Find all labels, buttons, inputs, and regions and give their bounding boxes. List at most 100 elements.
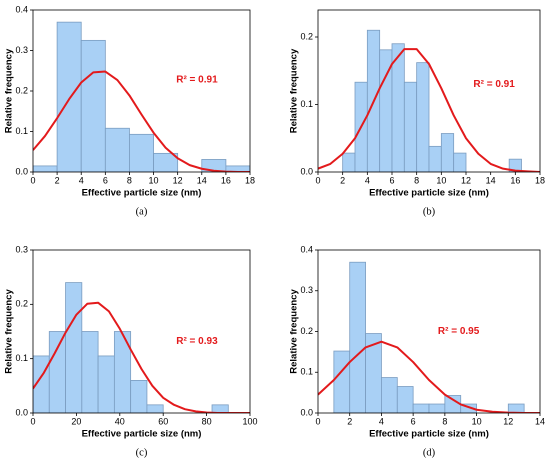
fit-curve (318, 340, 540, 413)
x-tick-label: 6 (389, 175, 394, 185)
x-tick-label: 14 (535, 416, 545, 426)
x-tick-label: 16 (510, 175, 520, 185)
x-tick-label: 2 (55, 175, 60, 185)
x-tick-label: 12 (461, 175, 471, 185)
y-tick-label: 0.1 (300, 99, 313, 109)
y-tick-label: 0.2 (15, 299, 28, 309)
bar (396, 386, 414, 413)
plot-area (318, 261, 540, 413)
panel: 0 2 4 6 8 10 12 14 16 18 0.0 0.1 0.2 0.3 0.4 Effective … (4, 4, 255, 217)
x-tick-label: 6 (411, 416, 416, 426)
bar (113, 331, 132, 413)
x-tick-label: 14 (197, 175, 207, 185)
y-axis-label: Relative frequency (4, 48, 15, 133)
axes-frame (32, 249, 251, 414)
x-tick-label: 10 (436, 175, 446, 185)
bar (444, 395, 462, 413)
fit-curve (318, 48, 540, 172)
y-tick-label: 0.2 (300, 326, 313, 336)
x-tick-label: 10 (472, 416, 482, 426)
panel-label: (c) (136, 447, 148, 458)
x-tick-label: 4 (79, 175, 84, 185)
x-tick-label: 12 (503, 416, 513, 426)
annotation: R² = 0.95 (438, 326, 480, 337)
x-tick-label: 14 (486, 175, 496, 185)
bar (33, 165, 58, 172)
bar (460, 403, 477, 413)
x-tick-label: 18 (535, 175, 545, 185)
x-tick-label: 60 (158, 416, 168, 426)
bar (365, 333, 382, 413)
bar (428, 145, 442, 172)
bar (130, 379, 148, 413)
x-tick-label: 16 (221, 175, 231, 185)
y-tick-label: 0.1 (15, 353, 28, 363)
y-tick-label: 0.4 (15, 4, 28, 14)
bar (428, 403, 446, 413)
panel-label: (a) (136, 206, 148, 217)
bar (440, 133, 455, 172)
x-axis-label: Effective particle size (nm) (369, 188, 489, 199)
x-axis-label: Effective particle size (nm) (82, 429, 202, 440)
bar (333, 350, 351, 413)
bar (104, 127, 130, 172)
bar (508, 158, 522, 172)
x-tick-label: 4 (365, 175, 370, 185)
bar (416, 62, 430, 172)
plot-area (33, 282, 250, 413)
bar (349, 261, 366, 413)
bar (211, 404, 229, 413)
x-tick-label: 18 (245, 175, 255, 185)
bar (453, 152, 467, 172)
bar (81, 331, 99, 413)
bar (342, 152, 356, 172)
panel: 0 2 4 6 8 10 12 14 16 18 0.0 0.1 0.2 Effective partic… (289, 9, 545, 217)
y-tick-label: 0.1 (15, 126, 28, 136)
panel: 0 20 40 60 80 100 0.0 0.1 0.2 0.3 Effective partic… (4, 244, 258, 458)
panel-label: (b) (423, 206, 436, 217)
x-tick-label: 10 (149, 175, 159, 185)
x-axis-label: Effective particle size (nm) (369, 429, 489, 440)
bar (129, 133, 154, 172)
y-tick-label: 0.2 (300, 31, 313, 41)
annotation: R² = 0.93 (176, 336, 218, 347)
x-tick-label: 8 (127, 175, 132, 185)
y-tick-label: 0.0 (15, 166, 28, 176)
x-tick-label: 0 (315, 416, 320, 426)
y-tick-label: 0.0 (300, 407, 313, 417)
panel-label: (d) (423, 447, 436, 458)
y-tick-label: 0.4 (300, 244, 313, 254)
annotation: R² = 0.91 (176, 74, 218, 85)
bar (412, 403, 430, 413)
y-tick-label: 0.2 (15, 85, 28, 95)
x-tick-label: 20 (71, 416, 81, 426)
bar (56, 21, 82, 172)
y-tick-label: 0.1 (300, 367, 313, 377)
x-tick-label: 100 (242, 416, 257, 426)
x-tick-label: 0 (30, 416, 35, 426)
y-axis-label: Relative frequency (289, 289, 300, 374)
y-tick-label: 0.3 (300, 285, 313, 295)
x-tick-label: 0 (30, 175, 35, 185)
x-tick-label: 2 (340, 175, 345, 185)
axes-frame (317, 9, 541, 173)
x-tick-label: 80 (202, 416, 212, 426)
x-tick-label: 0 (315, 175, 320, 185)
x-tick-label: 2 (347, 416, 352, 426)
y-tick-label: 0.3 (15, 244, 28, 254)
y-axis-label: Relative frequency (289, 48, 300, 133)
bar (507, 403, 525, 413)
bar (97, 355, 115, 413)
plot-area (33, 21, 250, 172)
y-tick-label: 0.3 (15, 45, 28, 55)
x-tick-label: 12 (173, 175, 183, 185)
x-tick-label: 6 (103, 175, 108, 185)
bar (381, 377, 398, 413)
bar (80, 39, 106, 172)
x-tick-label: 8 (414, 175, 419, 185)
y-tick-label: 0.0 (15, 407, 28, 417)
annotation: R² = 0.91 (473, 79, 515, 90)
bar (403, 81, 418, 172)
x-tick-label: 4 (379, 416, 384, 426)
